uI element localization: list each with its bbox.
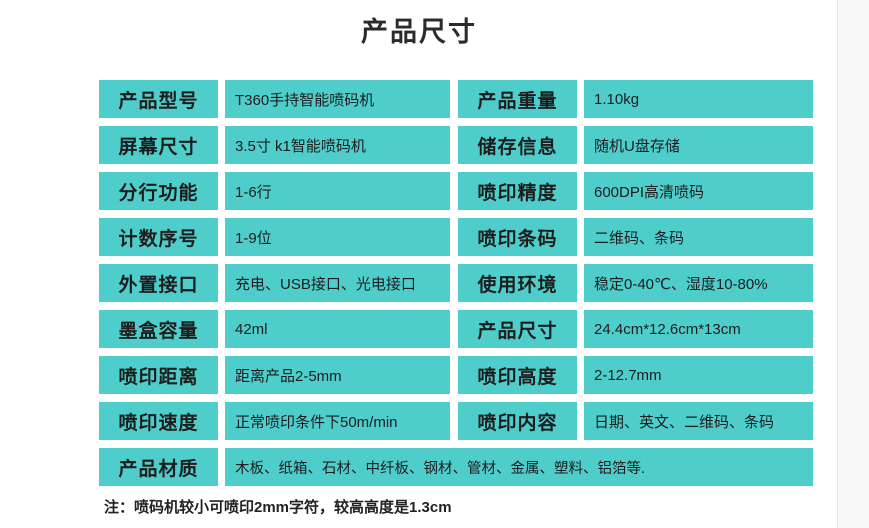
spec-value: 随机U盘存储 bbox=[584, 126, 813, 164]
spec-value: 距离产品2-5mm bbox=[225, 356, 450, 394]
table-row: 计数序号 1-9位 喷印条码 二维码、条码 bbox=[99, 218, 813, 256]
spec-value: 二维码、条码 bbox=[584, 218, 813, 256]
table-row-material: 产品材质 木板、纸箱、石材、中纤板、钢材、管材、金属、塑料、铝箔等. bbox=[99, 448, 813, 486]
table-row: 分行功能 1-6行 喷印精度 600DPI高清喷码 bbox=[99, 172, 813, 210]
spec-value: 42ml bbox=[225, 310, 450, 348]
spec-value: 3.5寸 k1智能喷码机 bbox=[225, 126, 450, 164]
spec-pair-right: 产品尺寸 24.4cm*12.6cm*13cm bbox=[458, 310, 813, 348]
table-row: 喷印速度 正常喷印条件下50m/min 喷印内容 日期、英文、二维码、条码 bbox=[99, 402, 813, 440]
spec-label: 喷印精度 bbox=[458, 172, 577, 210]
spec-label: 喷印内容 bbox=[458, 402, 577, 440]
spec-pair-right: 使用环境 稳定0-40℃、湿度10-80% bbox=[458, 264, 813, 302]
spec-label: 屏幕尺寸 bbox=[99, 126, 218, 164]
spec-pair-right: 喷印条码 二维码、条码 bbox=[458, 218, 813, 256]
footnote-text: 注：喷码机较小可喷印2mm字符，较高高度是1.3cm bbox=[104, 499, 452, 516]
spec-value: 600DPI高清喷码 bbox=[584, 172, 813, 210]
spec-pair-right: 喷印内容 日期、英文、二维码、条码 bbox=[458, 402, 813, 440]
spec-value: 1-9位 bbox=[225, 218, 450, 256]
spec-pair-right: 产品重量 1.10kg bbox=[458, 80, 813, 118]
table-row: 墨盒容量 42ml 产品尺寸 24.4cm*12.6cm*13cm bbox=[99, 310, 813, 348]
spec-value: T360手持智能喷码机 bbox=[225, 80, 450, 118]
spec-label: 墨盒容量 bbox=[99, 310, 218, 348]
spec-pair-right: 储存信息 随机U盘存储 bbox=[458, 126, 813, 164]
spec-value: 充电、USB接口、光电接口 bbox=[225, 264, 450, 302]
table-row: 屏幕尺寸 3.5寸 k1智能喷码机 储存信息 随机U盘存储 bbox=[99, 126, 813, 164]
spec-value: 稳定0-40℃、湿度10-80% bbox=[584, 264, 813, 302]
spec-value: 1.10kg bbox=[584, 80, 813, 118]
spec-pair-left: 产品型号 T360手持智能喷码机 bbox=[99, 80, 450, 118]
product-spec-page: 产品尺寸 产品型号 T360手持智能喷码机 产品重量 1.10kg 屏幕尺寸 3… bbox=[99, 17, 813, 516]
page-gutter bbox=[837, 0, 869, 528]
spec-label: 计数序号 bbox=[99, 218, 218, 256]
spec-label: 使用环境 bbox=[458, 264, 577, 302]
spec-label: 外置接口 bbox=[99, 264, 218, 302]
spec-pair-left: 分行功能 1-6行 bbox=[99, 172, 450, 210]
spec-label: 产品尺寸 bbox=[458, 310, 577, 348]
table-row: 喷印距离 距离产品2-5mm 喷印高度 2-12.7mm bbox=[99, 356, 813, 394]
spec-pair-left: 计数序号 1-9位 bbox=[99, 218, 450, 256]
table-row: 产品型号 T360手持智能喷码机 产品重量 1.10kg bbox=[99, 80, 813, 118]
spec-pair-left: 墨盒容量 42ml bbox=[99, 310, 450, 348]
spec-value: 正常喷印条件下50m/min bbox=[225, 402, 450, 440]
spec-label: 产品材质 bbox=[99, 448, 218, 486]
spec-label: 分行功能 bbox=[99, 172, 218, 210]
spec-value: 日期、英文、二维码、条码 bbox=[584, 402, 813, 440]
page-title: 产品尺寸 bbox=[361, 17, 477, 47]
spec-label: 储存信息 bbox=[458, 126, 577, 164]
spec-value: 木板、纸箱、石材、中纤板、钢材、管材、金属、塑料、铝箔等. bbox=[225, 448, 813, 486]
table-row: 外置接口 充电、USB接口、光电接口 使用环境 稳定0-40℃、湿度10-80% bbox=[99, 264, 813, 302]
spec-value: 24.4cm*12.6cm*13cm bbox=[584, 310, 813, 348]
spec-value: 2-12.7mm bbox=[584, 356, 813, 394]
spec-pair-left: 外置接口 充电、USB接口、光电接口 bbox=[99, 264, 450, 302]
spec-pair-left: 屏幕尺寸 3.5寸 k1智能喷码机 bbox=[99, 126, 450, 164]
spec-pair-left: 喷印速度 正常喷印条件下50m/min bbox=[99, 402, 450, 440]
spec-pair-right: 喷印精度 600DPI高清喷码 bbox=[458, 172, 813, 210]
spec-label: 喷印速度 bbox=[99, 402, 218, 440]
spec-table: 产品型号 T360手持智能喷码机 产品重量 1.10kg 屏幕尺寸 3.5寸 k… bbox=[99, 80, 813, 494]
spec-label: 喷印高度 bbox=[458, 356, 577, 394]
spec-label: 喷印条码 bbox=[458, 218, 577, 256]
spec-value: 1-6行 bbox=[225, 172, 450, 210]
spec-label: 喷印距离 bbox=[99, 356, 218, 394]
spec-label: 产品型号 bbox=[99, 80, 218, 118]
spec-label: 产品重量 bbox=[458, 80, 577, 118]
spec-pair-right: 喷印高度 2-12.7mm bbox=[458, 356, 813, 394]
spec-pair-left: 喷印距离 距离产品2-5mm bbox=[99, 356, 450, 394]
